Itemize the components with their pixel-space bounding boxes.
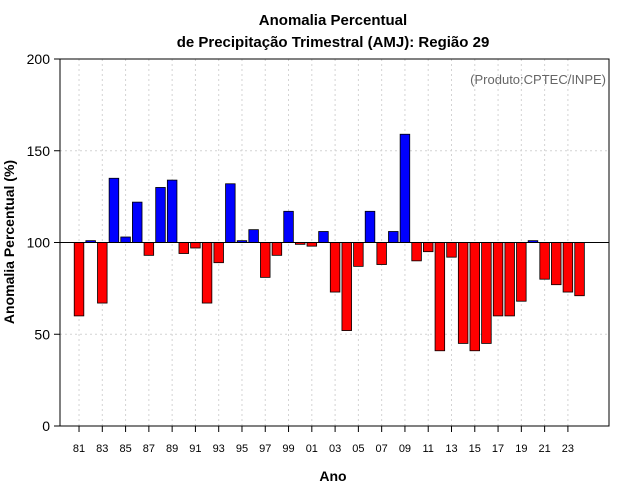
- bar-04: [341, 242, 352, 331]
- bar-83: [97, 242, 108, 304]
- x-tick-label: 81: [73, 443, 85, 455]
- chart-title-line-2: de Precipitação Trimestral (AMJ): Região…: [177, 34, 490, 51]
- bar-97: [260, 242, 271, 278]
- y-tick-label: 50: [34, 326, 50, 342]
- x-tick-label: 15: [469, 443, 481, 455]
- x-tick-label: 09: [399, 443, 411, 455]
- bar-89: [166, 179, 178, 243]
- bar-88: [155, 187, 166, 243]
- bar-99: [283, 210, 294, 243]
- x-tick-label: 01: [306, 443, 318, 455]
- bar-90: [178, 242, 189, 254]
- axes: 0 50 100 150 200 81 83 85 87 89 91 93 95 97 99 01 03 05 07…: [27, 51, 610, 455]
- bar-17: [492, 242, 504, 317]
- bar-10: [411, 242, 422, 262]
- grid: [60, 59, 609, 426]
- bar-02: [318, 231, 329, 243]
- bar-14: [457, 242, 469, 344]
- y-tick-label: 0: [42, 418, 50, 434]
- bar-09: [399, 133, 411, 243]
- y-tick-label: 150: [27, 143, 51, 159]
- x-tick-label: 13: [445, 443, 457, 455]
- x-tick-label: 07: [376, 443, 388, 455]
- bar-93: [213, 242, 224, 264]
- x-tick-label: 17: [492, 443, 504, 455]
- bar-94: [225, 183, 236, 243]
- x-tick-label: 85: [119, 443, 131, 455]
- bar-16: [481, 242, 492, 344]
- bar-81: [73, 242, 85, 317]
- x-tick-label: 11: [423, 443, 434, 455]
- x-axis-label: Ano: [319, 468, 346, 484]
- bar-03: [329, 242, 341, 293]
- x-tick-label: 05: [352, 443, 364, 455]
- bars: [73, 133, 585, 352]
- x-tick-label: 91: [189, 443, 201, 455]
- bar-06: [364, 210, 376, 243]
- y-tick-label: 100: [27, 235, 51, 251]
- x-tick-label: 87: [143, 443, 155, 455]
- x-tick-label: 23: [562, 443, 574, 455]
- x-tick-label: 89: [166, 443, 178, 455]
- bar-23: [562, 242, 574, 293]
- y-tick-label: 200: [27, 51, 51, 67]
- bar-08: [388, 231, 399, 243]
- bar-96: [248, 229, 259, 243]
- bar-18: [504, 242, 515, 317]
- product-annotation: (Produto:CPTEC/INPE): [470, 72, 606, 87]
- bar-05: [353, 242, 364, 267]
- bar-07: [376, 242, 387, 265]
- bar-19: [516, 242, 527, 302]
- x-tick-label: 95: [236, 443, 248, 455]
- bar-87: [143, 242, 155, 256]
- chart-title-line-1: Anomalia Percentual: [259, 12, 407, 29]
- x-tick-label: 93: [213, 443, 225, 455]
- bar-86: [132, 201, 143, 243]
- bar-24: [574, 242, 585, 297]
- bar-92: [201, 242, 213, 304]
- x-tick-label: 99: [282, 443, 294, 455]
- bar-85: [120, 236, 131, 243]
- x-tick-label: 03: [329, 443, 341, 455]
- bar-01: [306, 242, 318, 247]
- y-axis-label: Anomalia Percentual (%): [1, 160, 17, 324]
- bar-12: [434, 242, 446, 352]
- bar-21: [539, 242, 550, 280]
- bar-22: [551, 242, 562, 286]
- x-tick-label: 97: [259, 443, 271, 455]
- x-tick-label: 19: [515, 443, 527, 455]
- bar-11: [423, 242, 434, 253]
- x-tick-label: 21: [538, 443, 550, 455]
- bar-98: [271, 242, 283, 256]
- bar-84: [108, 177, 120, 243]
- x-tick-label: 83: [96, 443, 108, 455]
- bar-15: [469, 242, 480, 352]
- bar-91: [190, 242, 201, 249]
- bar-13: [446, 242, 457, 258]
